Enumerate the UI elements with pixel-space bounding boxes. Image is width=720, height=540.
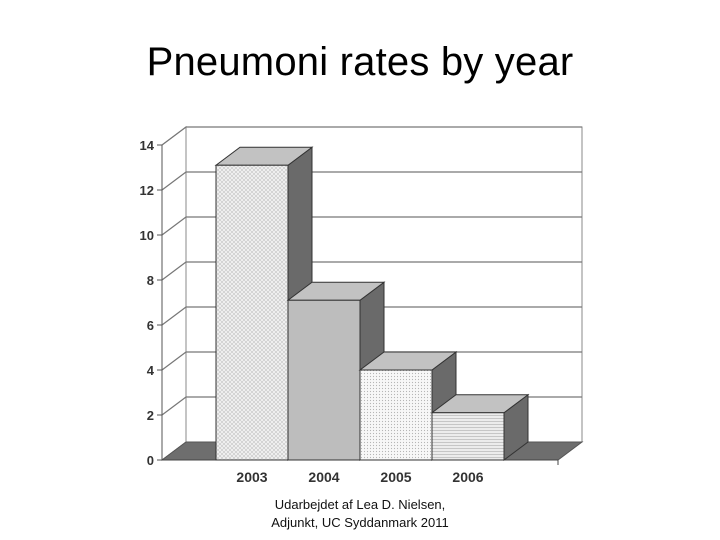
x-tick-label-2005: 2005 bbox=[380, 469, 411, 485]
y-tick-label: 4 bbox=[147, 363, 155, 378]
gridline bbox=[161, 126, 582, 146]
bar-front-2003 bbox=[215, 164, 289, 461]
y-tick-label: 8 bbox=[147, 273, 154, 288]
y-tick-label: 2 bbox=[147, 408, 154, 423]
author-credit: Udarbejdet af Lea D. Nielsen, Adjunkt, U… bbox=[0, 496, 720, 532]
bar-front-2005 bbox=[359, 369, 433, 461]
y-tick-label: 14 bbox=[140, 138, 155, 153]
x-tick-label-2003: 2003 bbox=[236, 469, 267, 485]
gridline bbox=[161, 306, 582, 326]
bar-2006 bbox=[430, 393, 530, 461]
gridline bbox=[161, 261, 582, 281]
y-tick-label: 0 bbox=[147, 453, 154, 468]
chart-side-wall bbox=[161, 126, 187, 461]
credit-line-1: Udarbejdet af Lea D. Nielsen, bbox=[274, 497, 446, 512]
chart-labels: 0 2 4 6 8 10 12 14 2003 2004 2005 2006 bbox=[140, 138, 484, 485]
x-tick-label-2004: 2004 bbox=[308, 469, 339, 485]
slide-title: Pneumoni rates by year bbox=[146, 40, 574, 84]
y-tick-label: 6 bbox=[147, 318, 154, 333]
bar-front-2004 bbox=[287, 299, 361, 461]
credit-line-2: Adjunkt, UC Syddanmark 2011 bbox=[271, 515, 449, 530]
gridline bbox=[161, 171, 582, 191]
x-tick-label-2006: 2006 bbox=[452, 469, 483, 485]
y-tick-label: 10 bbox=[140, 228, 154, 243]
chart-bars bbox=[214, 146, 530, 461]
y-tick-label: 12 bbox=[140, 183, 154, 198]
bar-front-2006 bbox=[431, 412, 505, 461]
gridline bbox=[161, 216, 582, 236]
